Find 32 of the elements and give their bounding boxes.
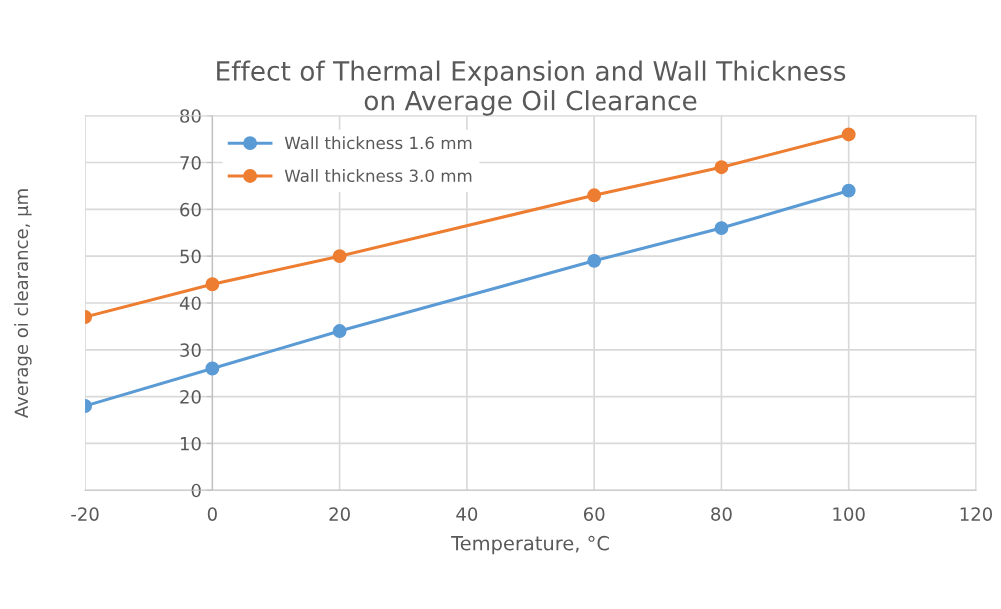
x-axis-title: Temperature, °C [451,535,609,555]
y-tick-label: 50 [180,249,201,264]
x-tick-label: -20 [71,507,99,521]
y-tick-label: 0 [191,483,201,498]
y-tick-label: 10 [180,436,201,451]
point [841,127,856,142]
y-tick-label: 60 [180,202,201,217]
point [714,221,729,236]
y-tick-label: 80 [180,109,201,123]
legend-label: Wall thickness 3.0 mm [284,169,472,183]
point [714,160,729,175]
x-tick-label: 100 [833,507,865,521]
x-tick-label: 20 [329,507,350,521]
chart-title: Effect of Thermal Expansion and Wall Thickness on Average Oil Clearance [217,60,846,116]
point [332,249,347,264]
y-tick-label: 70 [180,155,201,170]
y-tick-label: 30 [180,343,201,357]
point [841,183,856,198]
x-tick-label: 0 [207,507,217,521]
x-tick-label: 120 [960,507,993,521]
point [587,188,602,203]
point [587,253,602,268]
point [332,324,347,339]
x-tick-label: 40 [456,507,478,521]
point [205,277,220,292]
legend-label: Wall thickness 1.6 mm [284,136,472,150]
y-tick-label: 20 [180,390,201,404]
x-tick-label: 60 [583,507,605,521]
point [205,361,220,376]
x-tick-label: 80 [711,507,732,521]
y-tick-label: 40 [179,296,201,311]
y-axis-title: Average oi clearance, µm [14,189,32,418]
